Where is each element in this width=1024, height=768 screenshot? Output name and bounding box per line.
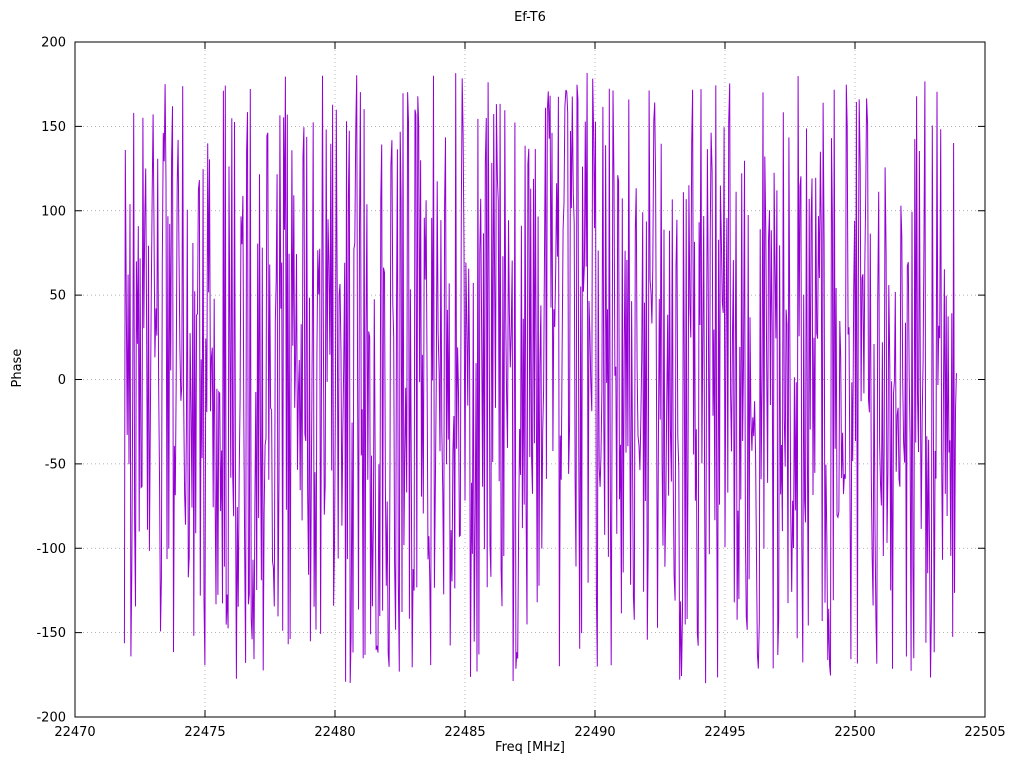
- x-tick-label: 22475: [184, 725, 225, 740]
- y-tick-label: 150: [41, 120, 66, 135]
- chart-title: Ef-T6: [514, 10, 546, 25]
- x-tick-label: 22500: [834, 725, 875, 740]
- y-tick-label: 50: [49, 289, 66, 304]
- y-tick-label: -150: [36, 626, 66, 641]
- y-tick-label: -50: [45, 457, 66, 472]
- y-tick-label: -200: [36, 711, 66, 726]
- x-tick-label: 22505: [964, 725, 1005, 740]
- y-tick-label: 0: [58, 373, 66, 388]
- x-tick-label: 22470: [54, 725, 95, 740]
- phase-series-line: [123, 72, 957, 684]
- y-tick-label: 200: [41, 36, 66, 51]
- x-tick-label: 22490: [574, 725, 615, 740]
- x-tick-label: 22480: [314, 725, 355, 740]
- y-tick-label: -100: [36, 542, 66, 557]
- x-axis-label: Freq [MHz]: [495, 740, 565, 755]
- x-tick-label: 22495: [704, 725, 745, 740]
- x-tick-label: 22485: [444, 725, 485, 740]
- y-tick-label: 100: [41, 204, 66, 219]
